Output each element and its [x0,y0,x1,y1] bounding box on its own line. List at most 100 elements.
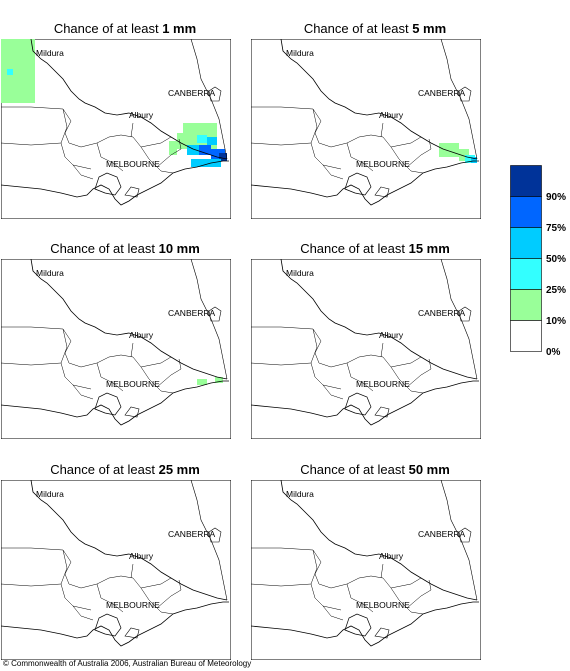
label-canberra: CANBERRA [168,529,216,539]
map-boundaries [1,259,229,426]
boundary-line [322,384,344,400]
panel-title-10mm: Chance of at least 10 mm [50,241,200,256]
label-melbourne: MELBOURNE [106,600,160,610]
label-albury: Albury [379,330,404,340]
legend-label-50: 50% [546,254,567,265]
boundary-line [130,122,134,138]
shade-cell [471,157,477,163]
legend-swatch-25 [510,258,542,290]
boundary-line [208,306,222,322]
boundary-line [1,362,62,366]
panel-title-15mm: Chance of at least 15 mm [300,241,450,256]
legend-swatch-50 [510,227,542,259]
boundary-line [72,164,94,180]
boundary-line [346,583,374,613]
boundary-line [406,358,432,388]
boundary-line [251,142,312,146]
label-canberra: CANBERRA [168,88,216,98]
boundary-line [251,160,479,206]
map-boundaries [251,259,479,426]
shade-cell [191,159,221,167]
boundary-line [251,547,348,589]
legend-swatch-0 [510,320,542,352]
boundary-line [1,601,229,647]
boundary-line [380,122,384,138]
boundary-line [156,358,182,388]
label-mildura: Mildura [286,489,314,499]
label-canberra: CANBERRA [418,88,466,98]
boundary-line [148,599,174,615]
boundary-line [130,342,134,358]
label-albury: Albury [129,330,154,340]
label-albury: Albury [129,110,154,120]
label-melbourne: MELBOURNE [106,159,160,169]
map-frame [1,480,231,660]
boundary-line [140,577,172,589]
boundary-line [30,480,228,601]
boundary-line [1,142,62,146]
boundary-line [156,138,182,168]
boundary-line [398,158,424,174]
boundary-line [380,563,384,579]
boundary-line [1,547,98,589]
boundary-line [310,328,342,390]
boundary-line [440,39,478,160]
map-1mm: Mildura CANBERRA Albury MELBOURNE [1,39,231,219]
label-melbourne: MELBOURNE [356,379,410,389]
label-mildura: Mildura [36,48,64,58]
place-labels: Mildura CANBERRA Albury MELBOURNE [36,268,216,389]
boundary-line [208,86,222,102]
boundary-line [440,480,478,601]
boundary-line [96,362,124,392]
boundary-line [251,106,348,148]
legend-label-10: 10% [546,316,567,327]
place-labels: Mildura CANBERRA Albury MELBOURNE [36,48,216,169]
map-50mm: Mildura CANBERRA Albury MELBOURNE [251,480,481,660]
panel-title-5mm: Chance of at least 5 mm [303,21,447,36]
label-canberra: CANBERRA [168,308,216,318]
legend-label-0: 0% [546,347,561,358]
boundary-line [406,579,432,609]
legend-label-75: 75% [546,223,567,234]
boundary-line [72,605,94,621]
boundary-line [374,627,390,639]
boundary-line [190,259,228,380]
boundary-line [251,601,479,647]
shade-cell [7,69,13,75]
boundary-line [148,158,174,174]
panel-title-25mm: Chance of at least 25 mm [50,462,200,477]
place-labels: Mildura CANBERRA Albury MELBOURNE [286,268,466,389]
shade-cell [183,123,217,133]
legend-label-25: 25% [546,285,567,296]
boundary-line [251,362,312,366]
boundary-line [374,186,390,198]
boundary-line [458,527,472,543]
map-boundaries [251,39,479,206]
shade-cell [1,39,13,69]
boundary-line [390,356,422,368]
map-25mm: Mildura CANBERRA Albury MELBOURNE [1,480,231,660]
boundary-line [1,326,98,368]
map-boundaries [251,480,479,647]
boundary-line [1,160,229,206]
boundary-line [30,259,228,380]
boundary-line [390,136,422,148]
boundary-line [156,579,182,609]
label-canberra: CANBERRA [418,529,466,539]
label-mildura: Mildura [286,48,314,58]
boundary-line [190,39,228,160]
boundary-line [1,583,62,587]
boundary-line [130,563,134,579]
boundary-line [94,392,122,416]
place-labels: Mildura CANBERRA Albury MELBOURNE [36,489,216,610]
boundary-line [398,378,424,394]
boundary-line [60,328,92,390]
probability-shading [197,377,223,385]
boundary-line [310,549,342,611]
label-melbourne: MELBOURNE [356,600,410,610]
boundary-line [190,480,228,601]
shade-cell [197,135,207,143]
map-frame [251,480,481,660]
boundary-line [280,259,478,380]
boundary-line [72,384,94,400]
